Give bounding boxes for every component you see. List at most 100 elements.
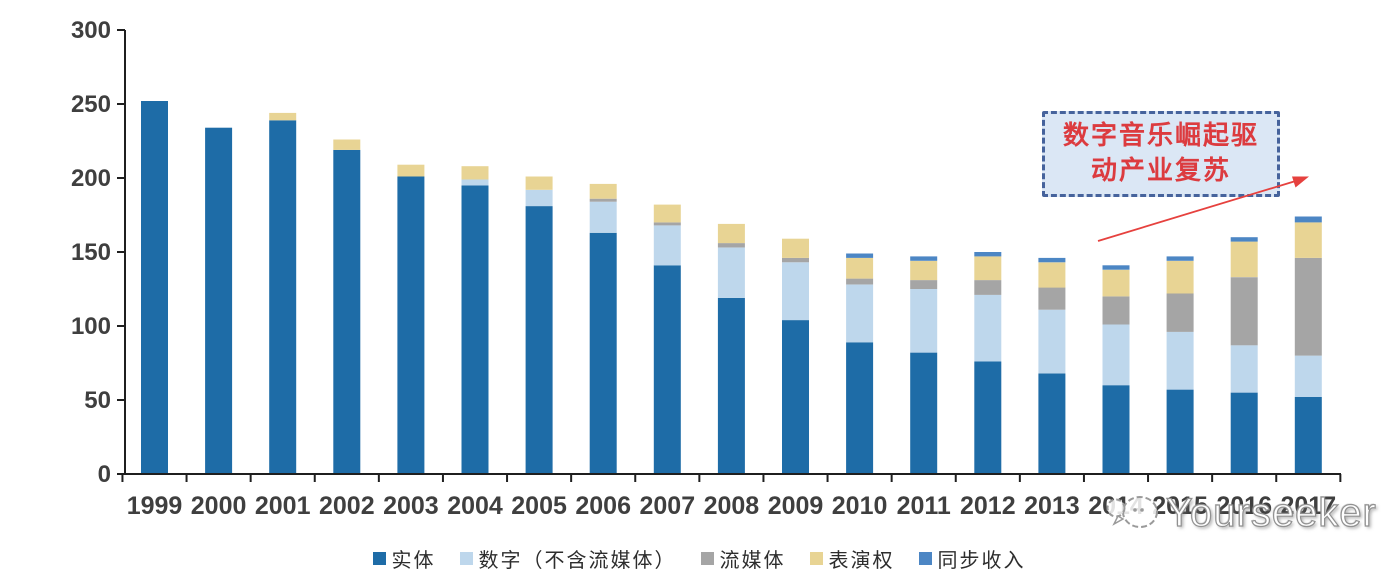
legend-swatch-icon (459, 552, 473, 565)
bar-segment-2013-s1 (1038, 309, 1066, 374)
bar-segment-2008-s3 (717, 223, 745, 244)
annotation-arrow-line (1097, 180, 1295, 242)
x-tick-label: 2010 (832, 492, 888, 520)
x-tick-label: 2003 (383, 492, 439, 520)
bar-segment-2014-s2 (1102, 296, 1130, 325)
legend-label: 流媒体 (719, 548, 786, 572)
y-tick-label: 300 (71, 17, 111, 44)
legend: 实体 数字（不含流媒体） 流媒体 表演权 同步收入 (0, 544, 1398, 573)
x-tick-label: 2015 (1152, 492, 1208, 520)
x-tick-label: 2016 (1216, 492, 1272, 520)
legend-item-3: 表演权 (809, 544, 895, 573)
bar-segment-2005-s3 (525, 176, 553, 190)
bar-segment-2013-s2 (1038, 287, 1066, 310)
legend-item-1: 数字（不含流媒体） (459, 544, 677, 573)
bar-segment-2012-s0 (974, 361, 1002, 474)
bar-segment-2014-s3 (1102, 269, 1130, 297)
x-tick-label: 2001 (255, 492, 311, 520)
bar-segment-2015-s0 (1166, 389, 1194, 474)
bar-segment-2015-s2 (1166, 293, 1194, 332)
x-tick-label: 2007 (639, 492, 695, 520)
bar-segment-2014-s1 (1102, 324, 1130, 386)
watermark: Yourseeker (1104, 488, 1377, 538)
legend-swatch-icon (918, 552, 932, 565)
bar-segment-2010-s2 (846, 278, 874, 285)
bar-segment-2009-s1 (782, 262, 809, 321)
legend-label: 表演权 (828, 548, 895, 572)
bar-segment-2009-s3 (782, 238, 809, 258)
y-tick-label: 150 (71, 239, 111, 266)
x-tick-label: 2000 (191, 492, 247, 520)
bar-segment-2009-s0 (782, 320, 809, 474)
bar-segment-2015-s1 (1166, 331, 1194, 390)
bar-segment-2006-s1 (589, 201, 617, 233)
bar-segment-2003-s3 (397, 164, 425, 177)
x-tick-label: 2002 (319, 492, 375, 520)
bar-segment-2003-s0 (397, 176, 425, 474)
bar-segment-2007-s1 (653, 225, 681, 266)
bar-segment-2016-s3 (1230, 241, 1258, 278)
annotation-text-line2: 动产业复苏 (1090, 156, 1231, 186)
bar-segment-2005-s1 (525, 189, 553, 207)
annotation-box: 数字音乐崛起驱 动产业复苏 (1042, 111, 1280, 197)
bar-segment-2009-s2 (782, 257, 809, 263)
bar-segment-2015-s4 (1166, 256, 1194, 261)
watermark-text: Yourseeker (1165, 490, 1377, 535)
bar-segment-2011-s4 (910, 256, 938, 261)
bar-segment-2010-s3 (846, 257, 874, 279)
bar-segment-2011-s2 (910, 280, 938, 289)
x-tick-label: 2008 (704, 492, 760, 520)
x-tick-label: 1999 (127, 492, 183, 520)
bar-segment-2006-s2 (589, 198, 617, 202)
x-tick-label: 2013 (1024, 492, 1080, 520)
bar-segment-2001-s3 (269, 112, 297, 121)
y-tick-label: 0 (98, 461, 111, 488)
bar-segment-2016-s2 (1230, 277, 1258, 346)
x-tick-label: 2005 (511, 492, 567, 520)
bar-segment-2002-s0 (333, 149, 361, 474)
bar-segment-2016-s4 (1230, 237, 1258, 242)
y-tick-label: 50 (84, 387, 111, 414)
legend-item-4: 同步收入 (918, 544, 1026, 573)
x-tick-label: 2012 (960, 492, 1016, 520)
bar-segment-2000-s0 (205, 127, 233, 474)
bar-segment-2010-s0 (846, 342, 874, 474)
bar-segment-2011-s3 (910, 260, 938, 281)
x-tick-label: 2011 (897, 492, 951, 520)
bar-segment-1999-s0 (141, 101, 168, 474)
legend-swatch-icon (809, 552, 823, 565)
legend-item-2: 流媒体 (700, 544, 786, 573)
bar-segment-2012-s2 (974, 280, 1002, 295)
legend-label: 实体 (391, 548, 436, 572)
bar-segment-2015-s3 (1166, 260, 1194, 294)
bar-segment-2016-s0 (1230, 392, 1258, 474)
bar-segment-2008-s1 (717, 247, 745, 298)
bar-segment-2008-s2 (717, 243, 745, 248)
bar-segment-2012-s1 (974, 294, 1002, 362)
bar-segment-2010-s4 (846, 253, 874, 258)
bar-segment-2006-s0 (589, 232, 617, 474)
bar-segment-2017-s2 (1294, 257, 1322, 356)
x-tick-label: 2006 (575, 492, 631, 520)
legend-label: 同步收入 (937, 548, 1026, 572)
annotation-text-line1: 数字音乐崛起驱 (1062, 121, 1259, 151)
legend-label: 数字（不含流媒体） (478, 548, 677, 572)
bar-segment-2017-s0 (1294, 397, 1322, 474)
bar-segment-2014-s0 (1102, 385, 1130, 474)
bar-segment-2017-s3 (1294, 222, 1322, 258)
bar-segment-2005-s0 (525, 206, 553, 474)
bar-segment-2002-s3 (333, 139, 361, 150)
bar-segment-2011-s1 (910, 289, 938, 353)
bar-segment-2006-s3 (589, 183, 617, 199)
bar-segment-2001-s0 (269, 120, 297, 475)
y-tick-label: 100 (71, 313, 111, 340)
bar-segment-2017-s4 (1294, 216, 1322, 223)
bar-segment-2007-s0 (653, 265, 681, 474)
bar-segment-2004-s3 (461, 166, 489, 180)
annotation-arrow-icon (1292, 176, 1309, 188)
bar-segment-2008-s0 (717, 297, 745, 474)
x-tick-label: 2009 (768, 492, 824, 520)
legend-swatch-icon (372, 552, 386, 565)
